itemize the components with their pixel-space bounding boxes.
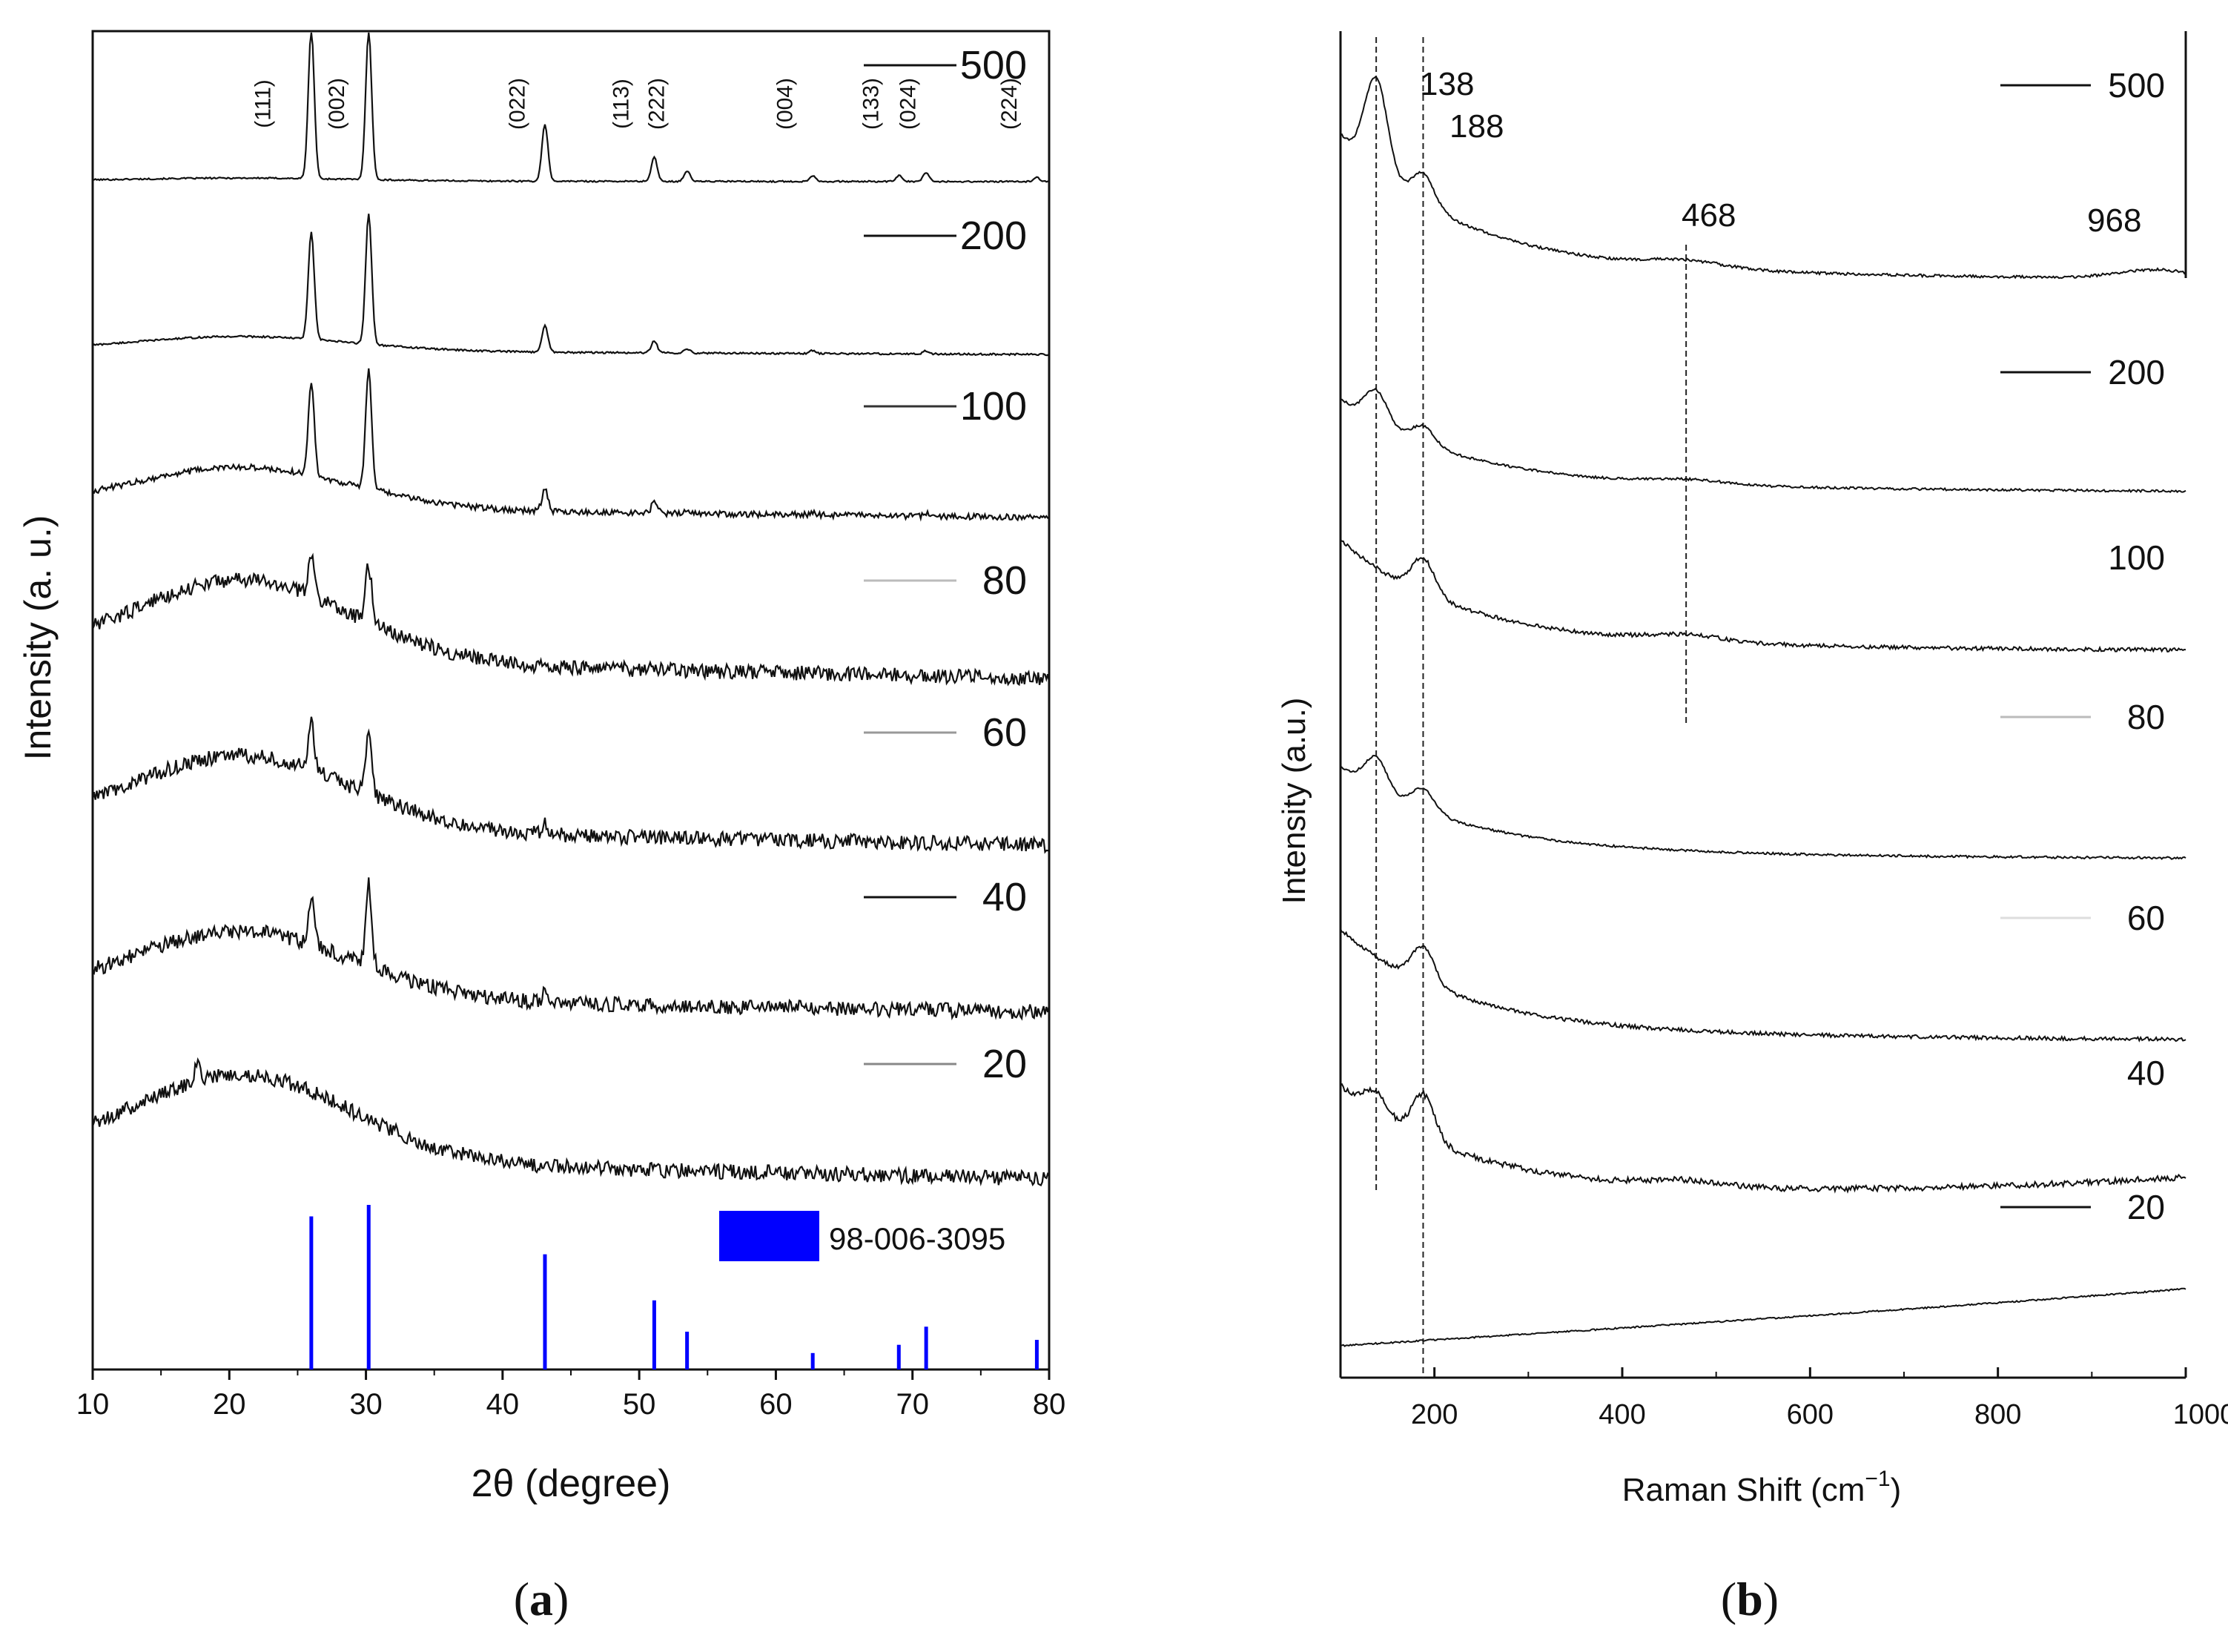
panel-b-x-label-end: ) [1891,1472,1902,1508]
reference-legend-swatch [719,1211,819,1261]
raman-trace-80 [1340,754,2186,860]
raman-legend-label-500: 500 [2108,66,2165,105]
raman-trace-40 [1340,1083,2186,1194]
x-tick-label: 20 [213,1388,246,1421]
raman-x-tick-label: 600 [1787,1399,1834,1430]
raman-trace-20 [1340,1287,2186,1347]
legend-label-80: 80 [982,558,1027,603]
hkl-label: (222) [644,78,669,130]
raman-peak-label: 188 [1449,108,1504,145]
panel-b-y-axis-label: Intensity (a.u.) [1276,698,1312,905]
panel-a-x-axis-label: 2θ (degree) [472,1462,671,1505]
panel-b-x-axis-label: Raman Shift (cm−1) [1622,1467,1902,1508]
panel-a-series-labels: 500 200 100 80 60 40 20 [864,43,1027,1086]
raman-peak-label: 138 [1420,66,1474,102]
legend-label-200: 200 [960,214,1027,258]
raman-x-tick-label: 1000 [2173,1399,2228,1430]
panel-b-caption: (b) [1721,1573,1779,1625]
x-tick-label: 50 [623,1388,656,1421]
panel-b-x-label-superscript: −1 [1865,1467,1890,1491]
hkl-label: (024) [896,78,920,130]
hkl-label: (002) [325,78,349,130]
panel-b-x-label-main: Raman Shift (cm [1622,1472,1865,1508]
raman-peak-label: 968 [2087,202,2141,239]
x-tick-label: 40 [486,1388,520,1421]
panel-a-traces [91,32,1051,1187]
raman-trace-100 [1340,539,2186,653]
panel-b-x-axis: 200 400 600 800 1000 [1411,1367,2228,1430]
panel-a-y-axis-label: Intensity (a. u.) [17,515,59,761]
raman-trace-60 [1340,928,2186,1043]
hkl-label: (133) [859,78,884,130]
legend-label-100: 100 [960,384,1027,429]
panel-a-x-axis: 10 20 30 40 50 60 70 80 [76,1369,1066,1421]
xrd-trace-500 [92,32,1050,184]
panel-b-traces [1340,75,2186,1347]
panel-a-reference-pattern: 98-006-3095 [309,1205,1039,1369]
panel-b-peak-labels: 138 188 468 968 [1420,66,2141,239]
legend-label-40: 40 [982,875,1027,919]
x-tick-label: 70 [896,1388,929,1421]
panel-a-hkl-annotations: (111) (002) (022) (113) (222) (004) (133) (024)… [251,78,1022,130]
raman-x-tick-label: 400 [1599,1399,1645,1430]
raman-trace-500 [1340,75,2186,280]
xrd-trace-40 [92,877,1051,1021]
raman-peak-label: 468 [1682,197,1736,234]
hkl-label: (004) [773,78,798,130]
xrd-trace-60 [91,716,1050,854]
panel-b-letter: b [1736,1573,1763,1625]
x-tick-label: 30 [349,1388,383,1421]
raman-legend-label-200: 200 [2108,353,2165,391]
x-tick-label: 60 [759,1388,793,1421]
xrd-trace-80 [91,552,1051,687]
raman-x-tick-label: 800 [1974,1399,2021,1430]
xrd-trace-20 [91,1057,1050,1187]
panel-a-xrd-chart: 98-006-3095 (111) (002) (022) (113) (222) (00… [17,30,1066,1625]
panel-a-caption: (a) [514,1573,569,1625]
hkl-label: (224) [997,78,1022,130]
raman-legend-label-100: 100 [2108,538,2165,577]
legend-label-20: 20 [982,1042,1027,1086]
x-tick-label: 80 [1033,1388,1066,1421]
hkl-label: (113) [609,79,633,129]
hkl-label: (022) [505,78,529,130]
panel-b-reference-lines [1375,37,1687,1378]
panel-b-raman-chart: 138 188 468 968 500 200 100 80 60 40 20 200 400 600… [1276,31,2228,1625]
xrd-trace-100 [92,368,1050,522]
reference-legend-label: 98-006-3095 [829,1221,1005,1256]
xrd-trace-200 [92,214,1050,357]
panel-b-series-labels: 500 200 100 80 60 40 20 [2000,66,2165,1226]
panel-a-letter: a [529,1573,553,1625]
raman-legend-label-20: 20 [2127,1188,2165,1226]
hkl-label: (111) [251,79,276,128]
legend-label-500: 500 [960,43,1027,87]
legend-label-60: 60 [982,710,1027,755]
raman-legend-label-80: 80 [2127,698,2165,736]
raman-x-tick-label: 200 [1411,1399,1458,1430]
raman-trace-200 [1340,387,2186,494]
raman-legend-label-60: 60 [2127,899,2165,937]
raman-legend-label-40: 40 [2127,1054,2165,1092]
x-tick-label: 10 [76,1388,110,1421]
